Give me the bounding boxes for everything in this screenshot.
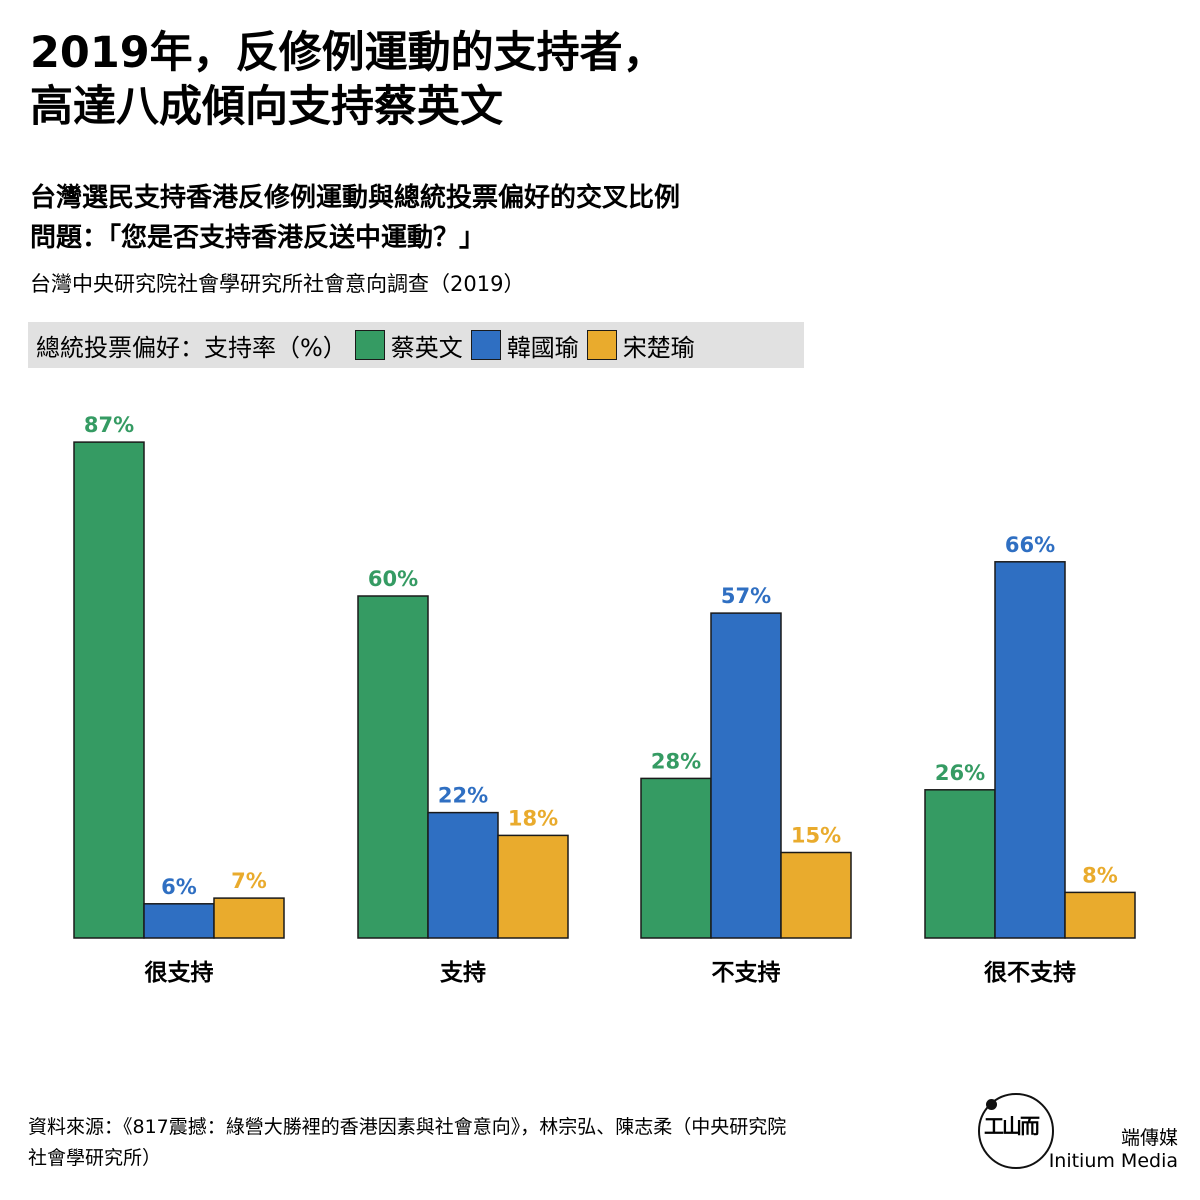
- bar-1-1: [427, 811, 499, 939]
- data-label-0-1: 6%: [161, 875, 197, 899]
- bar-chart: 87% 6% 7% 很支持 60% 22% 18% 支持 28% 57% 15% 不支持 26% 66% 8…: [73, 413, 1136, 986]
- data-label-0-0: 87%: [84, 413, 134, 437]
- category-label-3: 很不支持: [984, 959, 1076, 986]
- brand-name-en: Initium Media: [1048, 1150, 1178, 1172]
- bar-2-2: [780, 851, 852, 939]
- legend-item-soong: 宋楚瑜: [586, 328, 695, 363]
- subtitle-line-2: 問題：「您是否支持香港反送中運動？」: [30, 223, 486, 253]
- footer-source-line-2: 社會學研究所）: [28, 1147, 162, 1169]
- legend-item-tsai: 蔡英文: [354, 328, 463, 363]
- data-label-3-0: 26%: [935, 761, 985, 785]
- page-title: 2019年，反修例運動的支持者， 高達八成傾向支持蔡英文: [30, 26, 1130, 134]
- legend-swatch-tsai: [354, 330, 385, 360]
- logo-dot: [986, 1099, 997, 1110]
- data-label-3-2: 8%: [1082, 863, 1118, 887]
- data-label-2-1: 57%: [721, 584, 771, 608]
- data-label-1-0: 60%: [368, 567, 418, 591]
- category-label-1: 支持: [439, 960, 486, 986]
- legend-item-label: 蔡英文: [390, 333, 463, 362]
- chart-subtitle: 台灣選民支持香港反修例運動與總統投票偏好的交叉比例 問題：「您是否支持香港反送中…: [30, 178, 1130, 258]
- legend-swatch-han: [470, 330, 501, 360]
- data-label-3-1: 66%: [1005, 533, 1055, 557]
- brand-name-zh: 端傳媒: [1120, 1127, 1178, 1149]
- initium-logo-icon: 工山而: [978, 1093, 1054, 1169]
- legend-label: 總統投票偏好：支持率（%）: [36, 333, 347, 362]
- legend: 總統投票偏好：支持率（%） 蔡英文 韓國瑜 宋楚瑜: [28, 322, 804, 368]
- legend-item-han: 韓國瑜: [470, 328, 579, 363]
- title-line-1: 2019年，反修例運動的支持者，: [30, 28, 666, 78]
- bar-0-0: [73, 441, 145, 939]
- subtitle-line-1: 台灣選民支持香港反修例運動與總統投票偏好的交叉比例: [30, 183, 681, 213]
- bar-3-0: [924, 789, 996, 939]
- footer-source: 資料來源：《817震撼：綠營大勝裡的香港因素與社會意向》，林宗弘、陳志柔（中央研…: [28, 1112, 928, 1174]
- data-label-2-2: 15%: [791, 824, 841, 848]
- bar-1-0: [357, 595, 429, 939]
- data-label-2-0: 28%: [651, 749, 701, 773]
- bar-0-1: [143, 903, 215, 939]
- legend-item-label: 宋楚瑜: [622, 333, 695, 362]
- survey-source: 台灣中央研究院社會學研究所社會意向調查（2019）: [30, 272, 525, 296]
- bar-0-2: [213, 897, 285, 939]
- category-label-0: 很支持: [145, 959, 214, 986]
- category-label-2: 不支持: [712, 960, 781, 986]
- bar-2-0: [640, 777, 712, 939]
- data-label-1-2: 18%: [508, 806, 558, 830]
- bar-3-2: [1064, 891, 1136, 939]
- footer-source-line-1: 資料來源：《817震撼：綠營大勝裡的香港因素與社會意向》，林宗弘、陳志柔（中央研…: [28, 1116, 787, 1138]
- legend-item-label: 韓國瑜: [506, 333, 579, 362]
- bar-2-1: [710, 612, 782, 939]
- bar-1-2: [497, 834, 569, 939]
- data-label-1-1: 22%: [438, 784, 488, 808]
- legend-swatch-soong: [586, 330, 617, 360]
- logo-glyph: 工山而: [984, 1114, 1040, 1138]
- data-label-0-2: 7%: [231, 869, 267, 893]
- bar-3-1: [994, 561, 1066, 939]
- title-line-2: 高達八成傾向支持蔡英文: [30, 82, 503, 132]
